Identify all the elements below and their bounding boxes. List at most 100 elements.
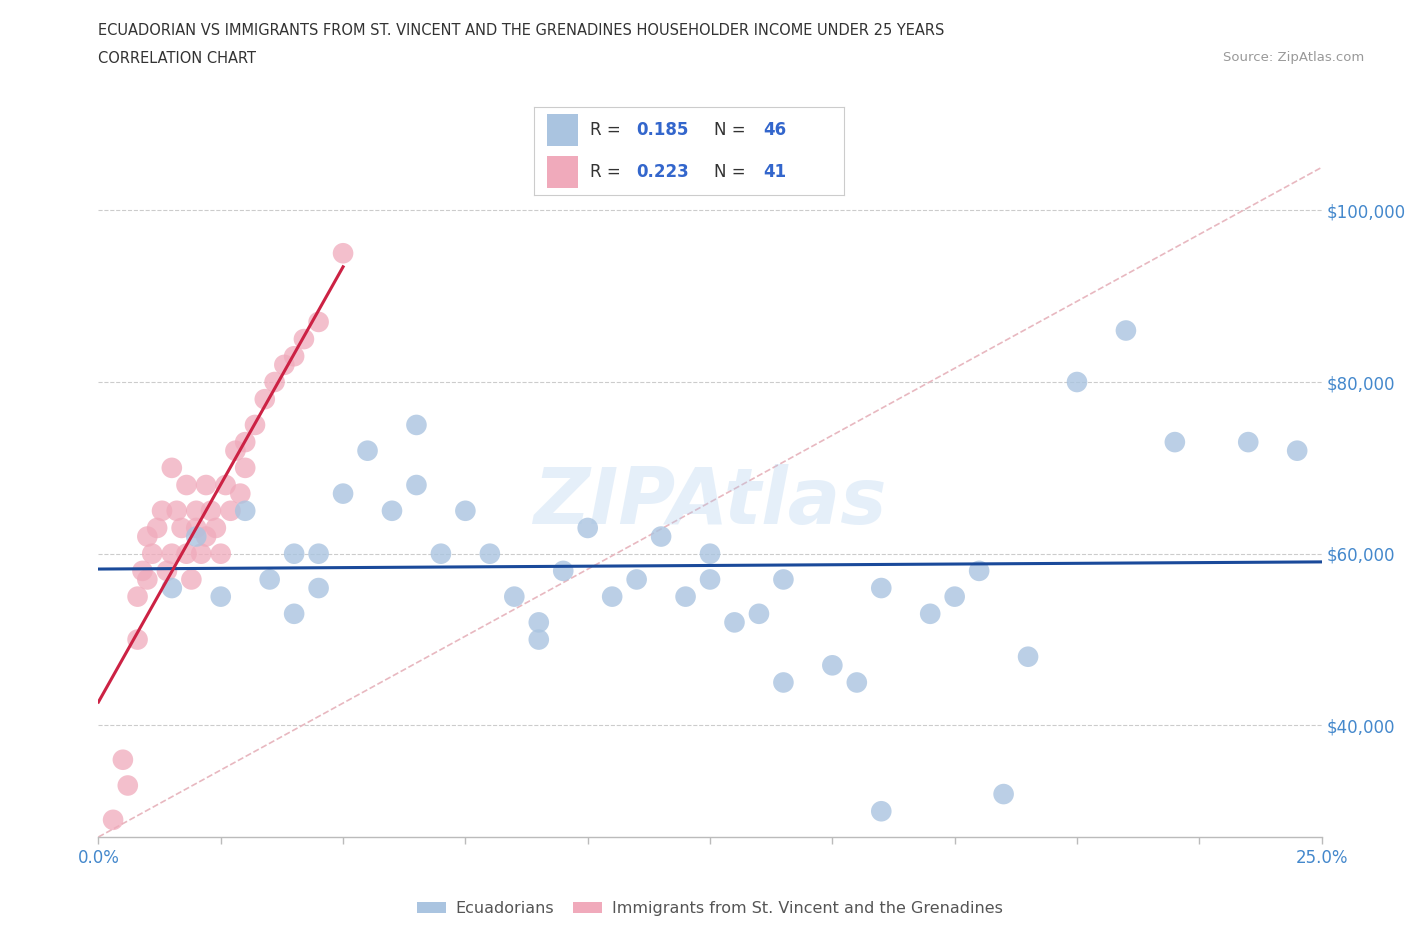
- Legend: Ecuadorians, Immigrants from St. Vincent and the Grenadines: Ecuadorians, Immigrants from St. Vincent…: [411, 895, 1010, 923]
- Point: [156, 564, 179, 578]
- Point: [117, 778, 139, 793]
- Point: [160, 580, 183, 595]
- Point: [308, 546, 330, 561]
- Point: [845, 675, 868, 690]
- Point: [111, 752, 134, 767]
- Text: R =: R =: [591, 164, 620, 181]
- Point: [229, 486, 252, 501]
- Point: [723, 615, 745, 630]
- Point: [650, 529, 672, 544]
- Point: [772, 675, 794, 690]
- Point: [1017, 649, 1039, 664]
- Point: [136, 572, 159, 587]
- Point: [186, 529, 208, 544]
- Point: [283, 546, 305, 561]
- Point: [478, 546, 501, 561]
- Point: [1164, 434, 1187, 449]
- Point: [195, 529, 218, 544]
- Point: [200, 503, 222, 518]
- Point: [209, 546, 232, 561]
- Text: CORRELATION CHART: CORRELATION CHART: [98, 51, 256, 66]
- Point: [308, 580, 330, 595]
- Point: [600, 590, 623, 604]
- Point: [332, 246, 354, 260]
- Point: [748, 606, 770, 621]
- Point: [332, 486, 354, 501]
- Point: [576, 521, 599, 536]
- Point: [967, 564, 990, 578]
- Text: Source: ZipAtlas.com: Source: ZipAtlas.com: [1223, 51, 1364, 64]
- Point: [308, 314, 330, 329]
- Bar: [547, 156, 578, 188]
- Point: [127, 632, 149, 647]
- Point: [273, 357, 295, 372]
- Point: [195, 478, 218, 493]
- Point: [233, 434, 256, 449]
- Point: [821, 658, 844, 672]
- Point: [160, 546, 183, 561]
- Text: N =: N =: [714, 121, 745, 139]
- Point: [626, 572, 648, 587]
- Point: [1066, 375, 1088, 390]
- Point: [186, 521, 208, 536]
- Point: [356, 444, 378, 458]
- Point: [101, 813, 124, 828]
- Point: [170, 521, 193, 536]
- Text: 41: 41: [763, 164, 786, 181]
- Point: [146, 521, 169, 536]
- Point: [920, 606, 942, 621]
- Point: [160, 460, 183, 475]
- Point: [233, 503, 256, 518]
- Point: [253, 392, 276, 406]
- Text: 0.223: 0.223: [637, 164, 689, 181]
- Point: [1286, 444, 1309, 458]
- Point: [205, 521, 228, 536]
- Text: ZIPAtlas: ZIPAtlas: [533, 464, 887, 540]
- Point: [141, 546, 163, 561]
- Point: [209, 590, 232, 604]
- Point: [131, 564, 153, 578]
- Point: [503, 590, 526, 604]
- Point: [190, 546, 212, 561]
- Point: [136, 529, 159, 544]
- Text: R =: R =: [591, 121, 620, 139]
- Text: 46: 46: [763, 121, 786, 139]
- Point: [233, 460, 256, 475]
- Text: 0.185: 0.185: [637, 121, 689, 139]
- Point: [943, 590, 966, 604]
- Point: [214, 478, 236, 493]
- Point: [150, 503, 173, 518]
- Point: [405, 478, 427, 493]
- Point: [176, 478, 198, 493]
- Point: [527, 615, 550, 630]
- Point: [699, 546, 721, 561]
- Point: [870, 580, 893, 595]
- Point: [243, 418, 266, 432]
- Point: [263, 375, 285, 390]
- Point: [430, 546, 453, 561]
- Point: [127, 590, 149, 604]
- Point: [405, 418, 427, 432]
- Point: [186, 503, 208, 518]
- Point: [553, 564, 575, 578]
- Point: [166, 503, 188, 518]
- Point: [224, 444, 246, 458]
- Point: [699, 572, 721, 587]
- Point: [527, 632, 550, 647]
- Point: [283, 349, 305, 364]
- Point: [219, 503, 242, 518]
- Point: [772, 572, 794, 587]
- Point: [454, 503, 477, 518]
- Point: [1115, 323, 1137, 338]
- Point: [1237, 434, 1260, 449]
- Point: [292, 332, 315, 347]
- Point: [283, 606, 305, 621]
- Point: [993, 787, 1015, 802]
- Point: [180, 572, 202, 587]
- Text: N =: N =: [714, 164, 745, 181]
- Bar: [547, 114, 578, 146]
- Point: [870, 804, 893, 818]
- Point: [675, 590, 697, 604]
- Point: [176, 546, 198, 561]
- Point: [381, 503, 404, 518]
